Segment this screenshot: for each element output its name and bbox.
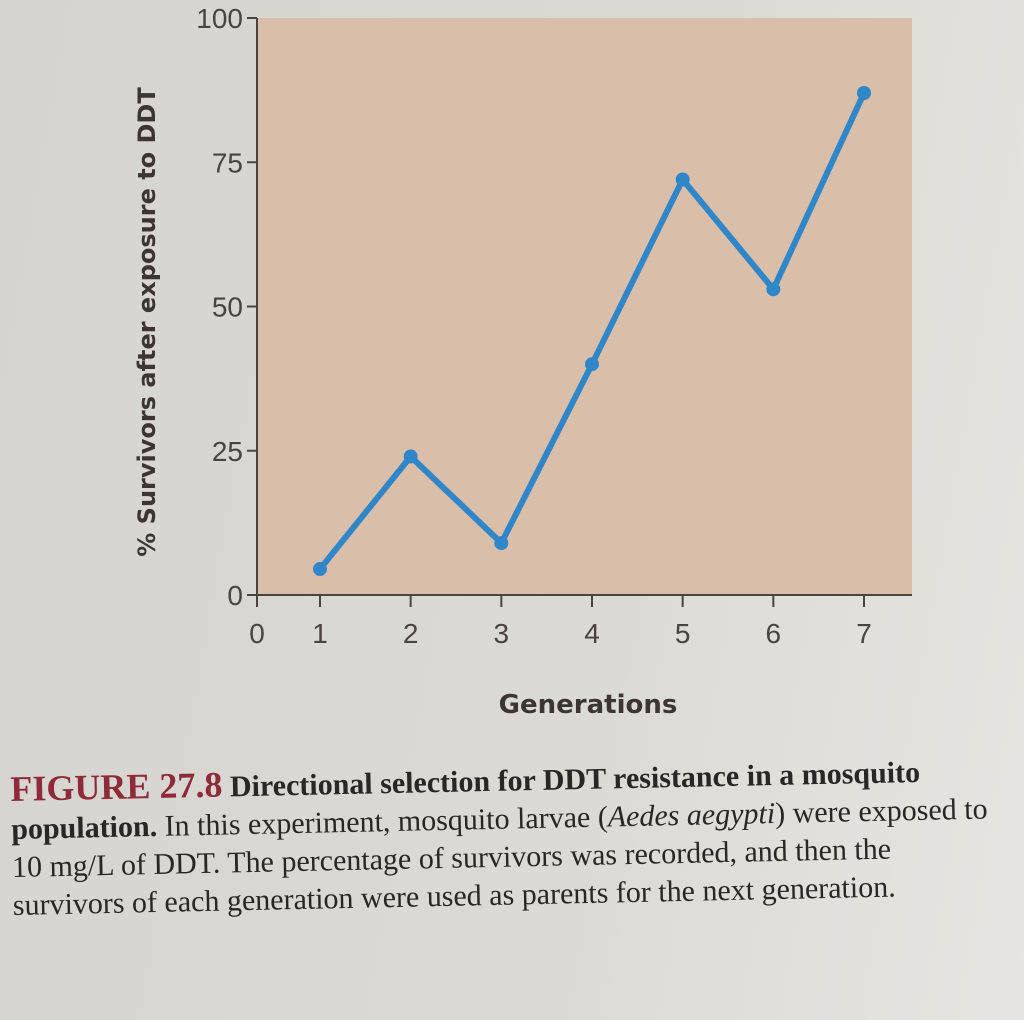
species-name: Aedes aegypti <box>607 796 776 834</box>
data-point-marker <box>675 172 690 187</box>
data-point-marker <box>313 562 327 577</box>
line-chart: 0 25 50 75 100 0 1 2 3 4 5 6 7 Generations % Survivo… <box>133 3 912 720</box>
plot-area <box>257 18 912 595</box>
data-point-marker <box>403 449 418 464</box>
x-tick-label: 2 <box>403 618 419 649</box>
y-tick-label: 25 <box>212 436 243 467</box>
y-tick-label: 0 <box>227 580 243 611</box>
x-tick-label: 7 <box>856 618 872 649</box>
x-tick-label: 3 <box>494 618 510 649</box>
y-tick-label: 50 <box>212 292 243 323</box>
x-axis-label: Generations <box>499 690 678 720</box>
y-axis-label: % Survivors after exposure to DDT <box>133 87 161 557</box>
x-tick-label: 1 <box>312 618 328 649</box>
y-tick-label: 75 <box>212 147 243 178</box>
data-point-marker <box>857 86 871 101</box>
data-point-marker <box>766 282 781 297</box>
figure-number: FIGURE 27.8 <box>9 764 223 809</box>
x-tick-label: 4 <box>584 618 600 649</box>
x-tick-label: 6 <box>766 618 782 649</box>
caption-text: In this experiment, mosquito larvae ( <box>156 800 609 843</box>
y-tick-label: 100 <box>196 3 243 34</box>
data-point-marker <box>585 357 599 372</box>
x-tick-label: 5 <box>675 618 691 649</box>
x-tick-label: 0 <box>249 618 265 649</box>
data-point-marker <box>494 536 509 551</box>
figure-caption: FIGURE 27.8 Directional selection for DD… <box>10 749 1003 925</box>
